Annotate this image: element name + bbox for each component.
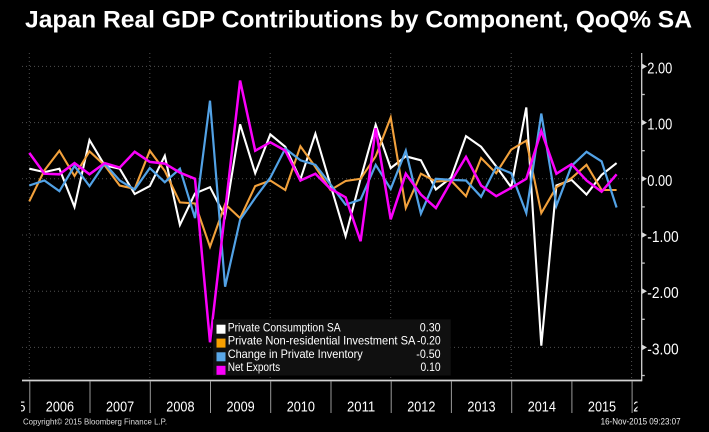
svg-text:0.10: 0.10	[421, 360, 441, 374]
svg-text:2011: 2011	[347, 400, 375, 416]
svg-text:2006: 2006	[46, 400, 74, 416]
svg-text:2.00: 2.00	[647, 60, 672, 77]
svg-text:-2.00: -2.00	[647, 285, 678, 302]
svg-text:Private Consumption SA: Private Consumption SA	[228, 320, 341, 334]
svg-text:-0.50: -0.50	[416, 347, 441, 361]
svg-text:0.30: 0.30	[420, 320, 441, 334]
svg-text:2016: 2016	[633, 400, 661, 416]
svg-text:Private Non-residential Invest: Private Non-residential Investment SA	[228, 334, 416, 348]
svg-text:2015: 2015	[588, 400, 616, 416]
svg-text:-1.00: -1.00	[647, 229, 678, 246]
svg-text:Net Exports: Net Exports	[228, 360, 281, 374]
svg-text:0.00: 0.00	[647, 173, 672, 190]
svg-text:2012: 2012	[407, 400, 435, 416]
svg-text:1.00: 1.00	[647, 117, 672, 134]
svg-text:2008: 2008	[166, 400, 194, 416]
svg-text:2005: 2005	[0, 400, 25, 416]
svg-text:2013: 2013	[467, 400, 495, 416]
svg-text:-3.00: -3.00	[647, 341, 678, 358]
svg-text:2009: 2009	[227, 400, 255, 416]
svg-text:2010: 2010	[287, 400, 315, 416]
svg-text:-0.20: -0.20	[417, 334, 441, 348]
svg-text:Japan Real GDP Contributions b: Japan Real GDP Contributions by Componen…	[25, 7, 692, 34]
svg-text:Copyright© 2015 Bloomberg Fina: Copyright© 2015 Bloomberg Finance L.P.	[23, 417, 167, 427]
svg-text:2007: 2007	[106, 400, 134, 416]
svg-text:2014: 2014	[528, 400, 556, 416]
svg-text:16-Nov-2015 09:23:07: 16-Nov-2015 09:23:07	[601, 417, 681, 427]
svg-text:Change in Private Inventory: Change in Private Inventory	[228, 347, 363, 361]
